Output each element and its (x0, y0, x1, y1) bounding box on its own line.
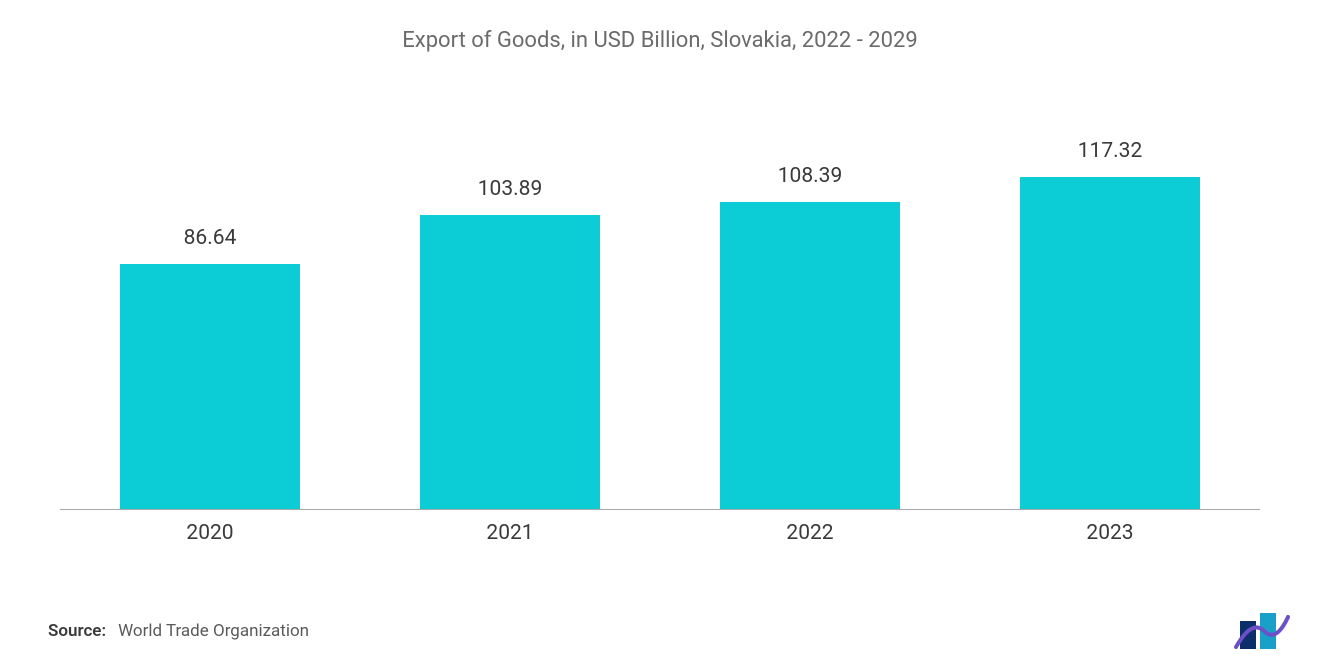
bar-group-2: 108.39 2022 (678, 164, 942, 509)
bar (1020, 177, 1200, 509)
source-text: World Trade Organization (118, 621, 309, 641)
bar-group-0: 86.64 2020 (78, 226, 342, 509)
bar-value-label: 108.39 (778, 164, 843, 188)
chart-plot-area: 86.64 2020 103.89 2021 108.39 2022 117.3… (60, 110, 1260, 510)
bar (720, 202, 900, 509)
bar (420, 215, 600, 509)
bar-category-label: 2023 (1086, 521, 1133, 545)
bar-value-label: 117.32 (1078, 139, 1143, 163)
source-label: Source: (48, 621, 106, 641)
bar-group-1: 103.89 2021 (378, 177, 642, 509)
bar (120, 264, 300, 509)
bar-value-label: 86.64 (184, 226, 237, 250)
bar-category-label: 2021 (486, 521, 533, 545)
bar-category-label: 2022 (786, 521, 833, 545)
bar-group-3: 117.32 2023 (978, 139, 1242, 509)
source-footer: Source: World Trade Organization (48, 621, 309, 641)
bar-category-label: 2020 (186, 521, 233, 545)
brand-logo-icon (1234, 613, 1290, 649)
chart-title: Export of Goods, in USD Billion, Slovaki… (0, 0, 1320, 53)
bar-value-label: 103.89 (478, 177, 543, 201)
